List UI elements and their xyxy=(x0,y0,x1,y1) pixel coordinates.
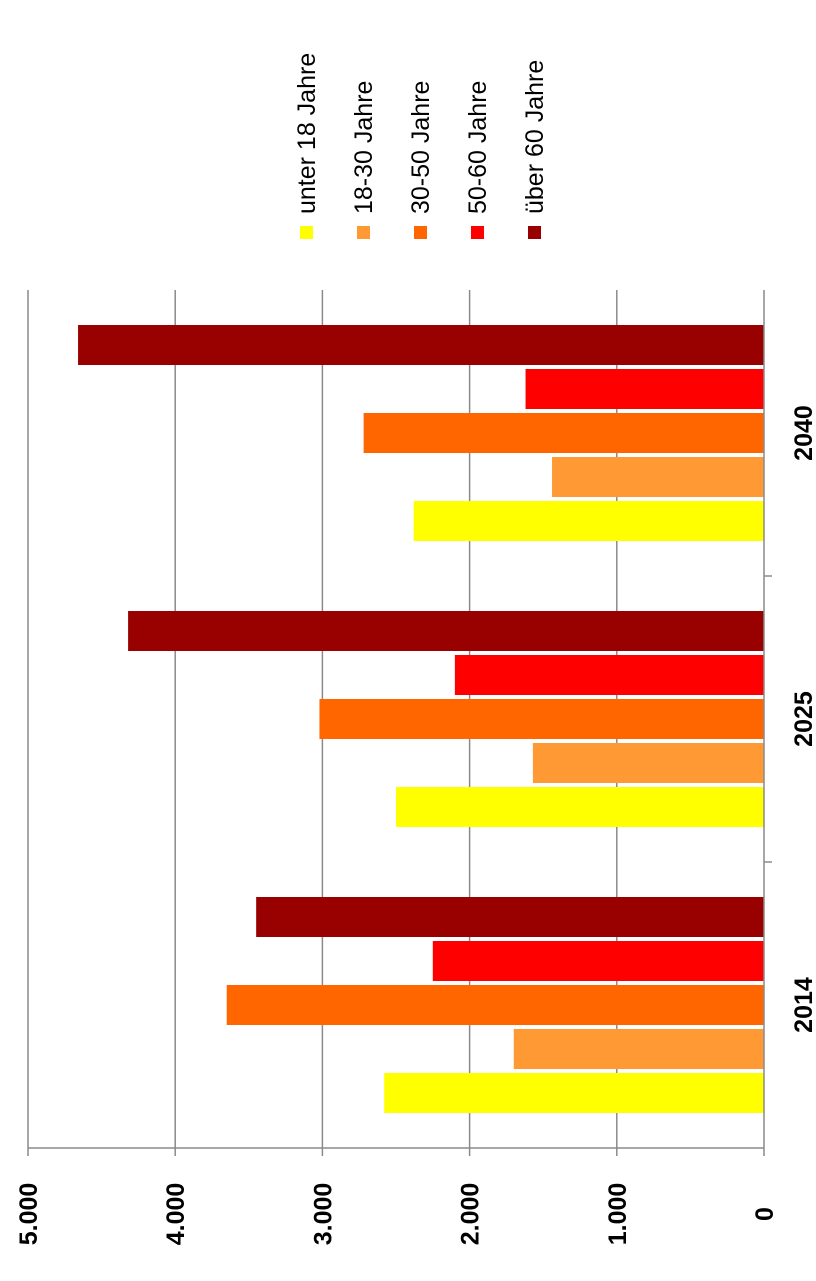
value-tick-label: 1.000 xyxy=(604,1183,632,1246)
bar xyxy=(396,787,764,827)
bar xyxy=(384,1073,764,1113)
bar xyxy=(128,611,764,651)
value-tick-label: 0 xyxy=(751,1207,779,1221)
value-tick-label: 4.000 xyxy=(162,1183,190,1246)
bar xyxy=(432,941,764,981)
legend-swatch xyxy=(528,226,541,239)
category-labels: 2014 2025 2040 xyxy=(790,405,816,1033)
bar xyxy=(319,699,764,739)
bar xyxy=(226,985,765,1025)
bar xyxy=(532,743,764,783)
axes xyxy=(27,290,772,1156)
category-label: 2040 xyxy=(790,405,816,461)
legend-swatch xyxy=(357,226,370,239)
legend-label: 18-30 Jahre xyxy=(350,81,378,214)
bar xyxy=(256,897,764,937)
bar xyxy=(78,325,765,365)
legend-swatch xyxy=(300,226,313,239)
value-tick-labels: 0 1.000 2.000 3.000 4.000 5.000 xyxy=(15,1183,779,1246)
value-tick-label: 3.000 xyxy=(309,1183,337,1246)
bar xyxy=(363,413,764,453)
category-label: 2014 xyxy=(790,977,816,1033)
legend-label: 50-60 Jahre xyxy=(464,81,492,214)
bar xyxy=(413,501,764,541)
legend: unter 18 Jahre 18-30 Jahre 30-50 Jahre 50-6… xyxy=(293,53,549,239)
bar xyxy=(525,369,764,409)
value-tick-label: 5.000 xyxy=(15,1183,43,1246)
bar xyxy=(552,457,764,497)
value-tick-label: 2.000 xyxy=(457,1183,485,1246)
category-label: 2025 xyxy=(790,691,816,747)
legend-label: unter 18 Jahre xyxy=(293,53,321,214)
legend-swatch xyxy=(414,226,427,239)
legend-label: 30-50 Jahre xyxy=(407,81,435,214)
legend-label: über 60 Jahre xyxy=(521,60,549,214)
bar xyxy=(454,655,764,695)
legend-swatch xyxy=(471,226,484,239)
bar xyxy=(513,1029,764,1069)
bars xyxy=(78,325,765,1113)
